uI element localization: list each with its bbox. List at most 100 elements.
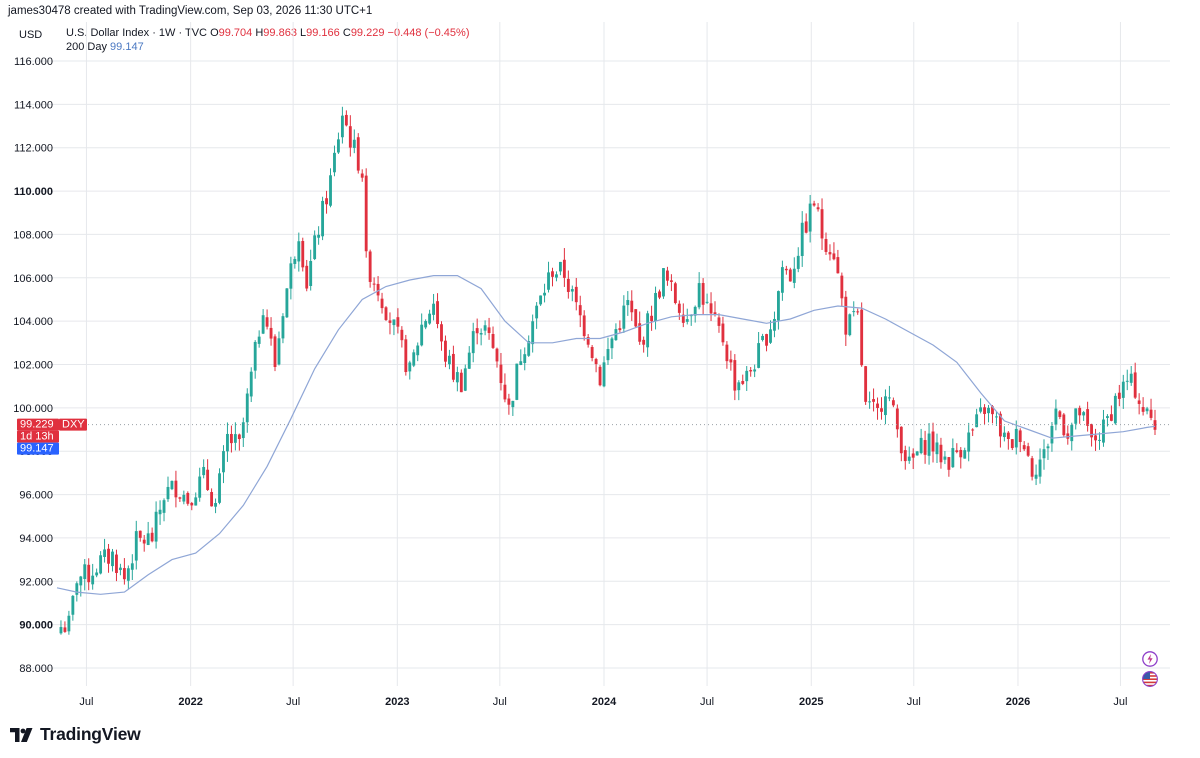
candle-body bbox=[130, 563, 134, 570]
y-tick-label: 104.000 bbox=[13, 316, 53, 328]
candle-body bbox=[646, 313, 650, 348]
candle-body bbox=[662, 268, 665, 297]
candle-body bbox=[650, 315, 654, 322]
candle-body bbox=[757, 343, 761, 368]
candle-body bbox=[182, 494, 186, 502]
candle-body bbox=[154, 511, 158, 542]
y-tick-label: 106.000 bbox=[13, 273, 53, 285]
candle-body bbox=[126, 568, 130, 581]
tradingview-brand-name: TradingView bbox=[40, 724, 141, 744]
candle-body bbox=[162, 500, 166, 513]
y-tick-label: 92.000 bbox=[19, 576, 53, 588]
candle-body bbox=[539, 295, 543, 305]
candle-body bbox=[721, 323, 725, 343]
x-tick-label: Jul bbox=[286, 696, 300, 708]
candle-body bbox=[1113, 395, 1117, 424]
candle-body bbox=[872, 399, 875, 402]
candle-body bbox=[261, 315, 265, 334]
candle-body bbox=[669, 280, 673, 282]
candle-body bbox=[214, 503, 217, 507]
candle-body bbox=[1054, 408, 1058, 425]
candle-body bbox=[673, 283, 677, 304]
tradingview-logo[interactable]: TradingView bbox=[10, 724, 141, 745]
candle-body bbox=[935, 442, 939, 455]
countdown-badge: 1d 13h bbox=[20, 431, 54, 443]
candle-body bbox=[658, 291, 661, 298]
candle-body bbox=[1062, 414, 1066, 436]
candle-body bbox=[995, 416, 998, 418]
x-axis-labels: Jul 2022 Jul 2023 Jul 2024 Jul 2025 Jul 2026 Jul bbox=[79, 696, 1127, 708]
candle-body bbox=[1082, 412, 1086, 416]
candle-body bbox=[1149, 409, 1153, 418]
candle-body bbox=[947, 457, 951, 470]
candle-body bbox=[967, 432, 971, 452]
candle-body bbox=[931, 431, 935, 452]
candle-body bbox=[59, 627, 63, 634]
y-tick-label: 100.000 bbox=[13, 403, 53, 415]
candle-body bbox=[107, 548, 110, 564]
candle-body bbox=[610, 338, 614, 349]
candle-body bbox=[317, 234, 321, 238]
candle-body bbox=[963, 450, 967, 459]
us-flag-icon[interactable] bbox=[1142, 671, 1158, 687]
candle-body bbox=[923, 440, 927, 455]
close-value: 99.229 bbox=[350, 27, 385, 39]
symbol-legend[interactable]: U.S. Dollar Index · 1W · TVC O99.704 H99… bbox=[66, 27, 469, 39]
candle-body bbox=[975, 414, 979, 428]
candle-body bbox=[364, 175, 368, 252]
candle-body bbox=[178, 497, 182, 499]
candle-body bbox=[1121, 381, 1125, 398]
candle-body bbox=[142, 539, 146, 544]
candle-body bbox=[1042, 449, 1046, 459]
candle-body bbox=[483, 325, 487, 331]
candle-body bbox=[416, 345, 420, 356]
candle-body bbox=[194, 497, 198, 506]
candle-body bbox=[519, 361, 523, 365]
lightning-icon[interactable] bbox=[1142, 651, 1158, 667]
candle-body bbox=[186, 492, 190, 504]
candle-body bbox=[348, 126, 352, 148]
candle-body bbox=[495, 348, 499, 362]
candle-body bbox=[198, 476, 202, 498]
candle-body bbox=[527, 341, 531, 356]
candle-body bbox=[297, 241, 301, 262]
candle-body bbox=[491, 334, 495, 348]
candle-body bbox=[824, 238, 828, 252]
candle-body bbox=[820, 209, 824, 239]
candle-body bbox=[289, 263, 293, 289]
ticker-badge: DXY bbox=[62, 419, 85, 431]
currency-label: USD bbox=[19, 29, 43, 41]
candle-body bbox=[507, 398, 511, 405]
candle-body bbox=[543, 292, 546, 296]
candle-body bbox=[903, 450, 907, 462]
candle-body bbox=[329, 175, 332, 206]
high-label: H bbox=[255, 27, 264, 39]
candle-body bbox=[325, 198, 328, 205]
candle-body bbox=[467, 352, 471, 369]
x-tick-label: 2026 bbox=[1006, 696, 1030, 708]
candle-body bbox=[1006, 432, 1010, 440]
candle-body bbox=[400, 329, 404, 341]
candle-body bbox=[321, 200, 325, 237]
candle-body bbox=[210, 492, 214, 507]
candle-body bbox=[237, 434, 241, 440]
candle-body bbox=[241, 422, 245, 439]
candle-body bbox=[337, 139, 340, 153]
candle-body bbox=[1058, 411, 1062, 417]
candle-body bbox=[741, 381, 745, 384]
candle-body bbox=[844, 296, 848, 335]
candle-body bbox=[380, 298, 384, 309]
candle-body bbox=[118, 567, 122, 571]
x-tick-label: Jul bbox=[700, 696, 714, 708]
candle-body bbox=[344, 114, 348, 126]
candle-body bbox=[340, 115, 344, 138]
candle-body bbox=[998, 413, 1002, 437]
open-value: 99.704 bbox=[218, 27, 253, 39]
candle-body bbox=[444, 340, 447, 362]
candle-body bbox=[305, 265, 309, 289]
candle-body bbox=[487, 327, 491, 333]
candle-body bbox=[737, 382, 741, 391]
candle-body bbox=[1078, 407, 1082, 416]
